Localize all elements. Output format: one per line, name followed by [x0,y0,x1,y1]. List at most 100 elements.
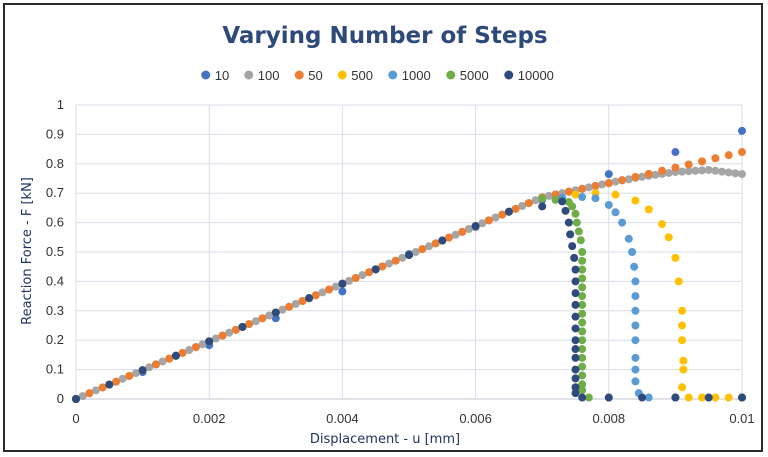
data-point [238,322,247,331]
data-point [438,236,447,245]
data-point [478,219,487,228]
y-tick-label: 0 [57,391,64,406]
data-point [138,366,147,375]
data-point [618,218,627,227]
series-500 [72,189,746,403]
data-point [671,393,680,402]
data-point [191,343,200,352]
data-point [358,271,367,280]
data-point [405,250,413,259]
data-point [125,371,134,380]
data-point [571,209,580,218]
data-point [671,253,680,262]
data-point [311,291,320,300]
data-point [218,331,227,340]
legend-marker [201,70,211,80]
data-point [91,386,100,395]
data-point [345,276,354,285]
data-point [671,148,680,157]
data-point [724,151,733,160]
data-point [578,393,587,402]
data-point [444,233,453,242]
data-point [611,208,620,217]
data-point [111,377,120,386]
y-tick-labels: 0 0.1 0.2 0.3 0.4 0.5 0.6 0.7 0.8 0.9 1 [46,97,64,406]
data-point [178,348,187,357]
data-point [631,353,640,362]
data-point [631,172,640,181]
data-point [574,227,583,236]
data-point [165,354,174,363]
data-point [578,184,587,193]
data-point [571,389,580,398]
data-point [578,265,587,274]
data-point [631,321,640,330]
data-point [561,206,570,215]
data-point [698,166,707,175]
data-point [231,325,240,334]
data-point [571,365,580,374]
data-points [72,126,746,403]
data-point [451,230,460,239]
data-point [571,353,580,362]
data-point [578,292,587,301]
data-point [664,168,673,177]
data-point [584,183,593,192]
data-point [568,202,577,211]
data-point [98,383,107,392]
data-point [571,383,580,392]
legend-marker [244,70,254,80]
data-point [691,166,700,175]
series-10000 [72,197,746,403]
data-point [698,157,707,166]
data-point [570,253,579,262]
chart-title: Varying Number of Steps [222,23,547,49]
data-point [631,365,640,374]
data-point [338,287,347,296]
y-tick-label: 0.1 [46,362,64,377]
data-point [118,374,127,383]
chart-frame: Varying Number of Steps 10 100 50 500 1000 50… [3,3,763,452]
y-tick-label: 0.9 [46,126,64,141]
data-point [251,317,260,326]
data-point [711,166,720,175]
y-tick-label: 0.7 [46,185,64,200]
data-point [631,377,640,386]
data-point [564,187,573,196]
data-point [385,259,394,268]
data-point [578,380,587,389]
data-point [679,365,688,374]
series-5000 [72,194,746,403]
data-point [578,193,587,202]
legend-label: 100 [258,68,280,83]
data-point [678,336,687,345]
data-point [678,167,687,176]
data-point [631,306,640,315]
data-point [578,300,587,309]
data-point [211,334,220,343]
data-point [618,176,627,185]
data-point [591,182,600,191]
legend-marker [504,70,514,80]
x-tick-label: 0.008 [593,411,626,426]
data-point [664,233,673,242]
data-point [331,282,340,291]
data-point [718,167,727,176]
data-point [471,222,480,231]
data-point [378,262,387,271]
data-point [678,321,687,330]
data-point [338,279,347,288]
data-point [630,262,639,271]
data-point [631,277,640,286]
data-point [631,336,640,345]
data-point [291,299,300,308]
data-point [571,289,580,298]
data-point [738,170,746,179]
x-tick-label: 0.004 [326,411,359,426]
y-tick-label: 0.5 [46,244,64,259]
data-point [679,356,688,365]
legend-marker [294,70,304,80]
data-point [145,363,154,372]
data-point [72,395,80,403]
data-point [651,170,660,179]
